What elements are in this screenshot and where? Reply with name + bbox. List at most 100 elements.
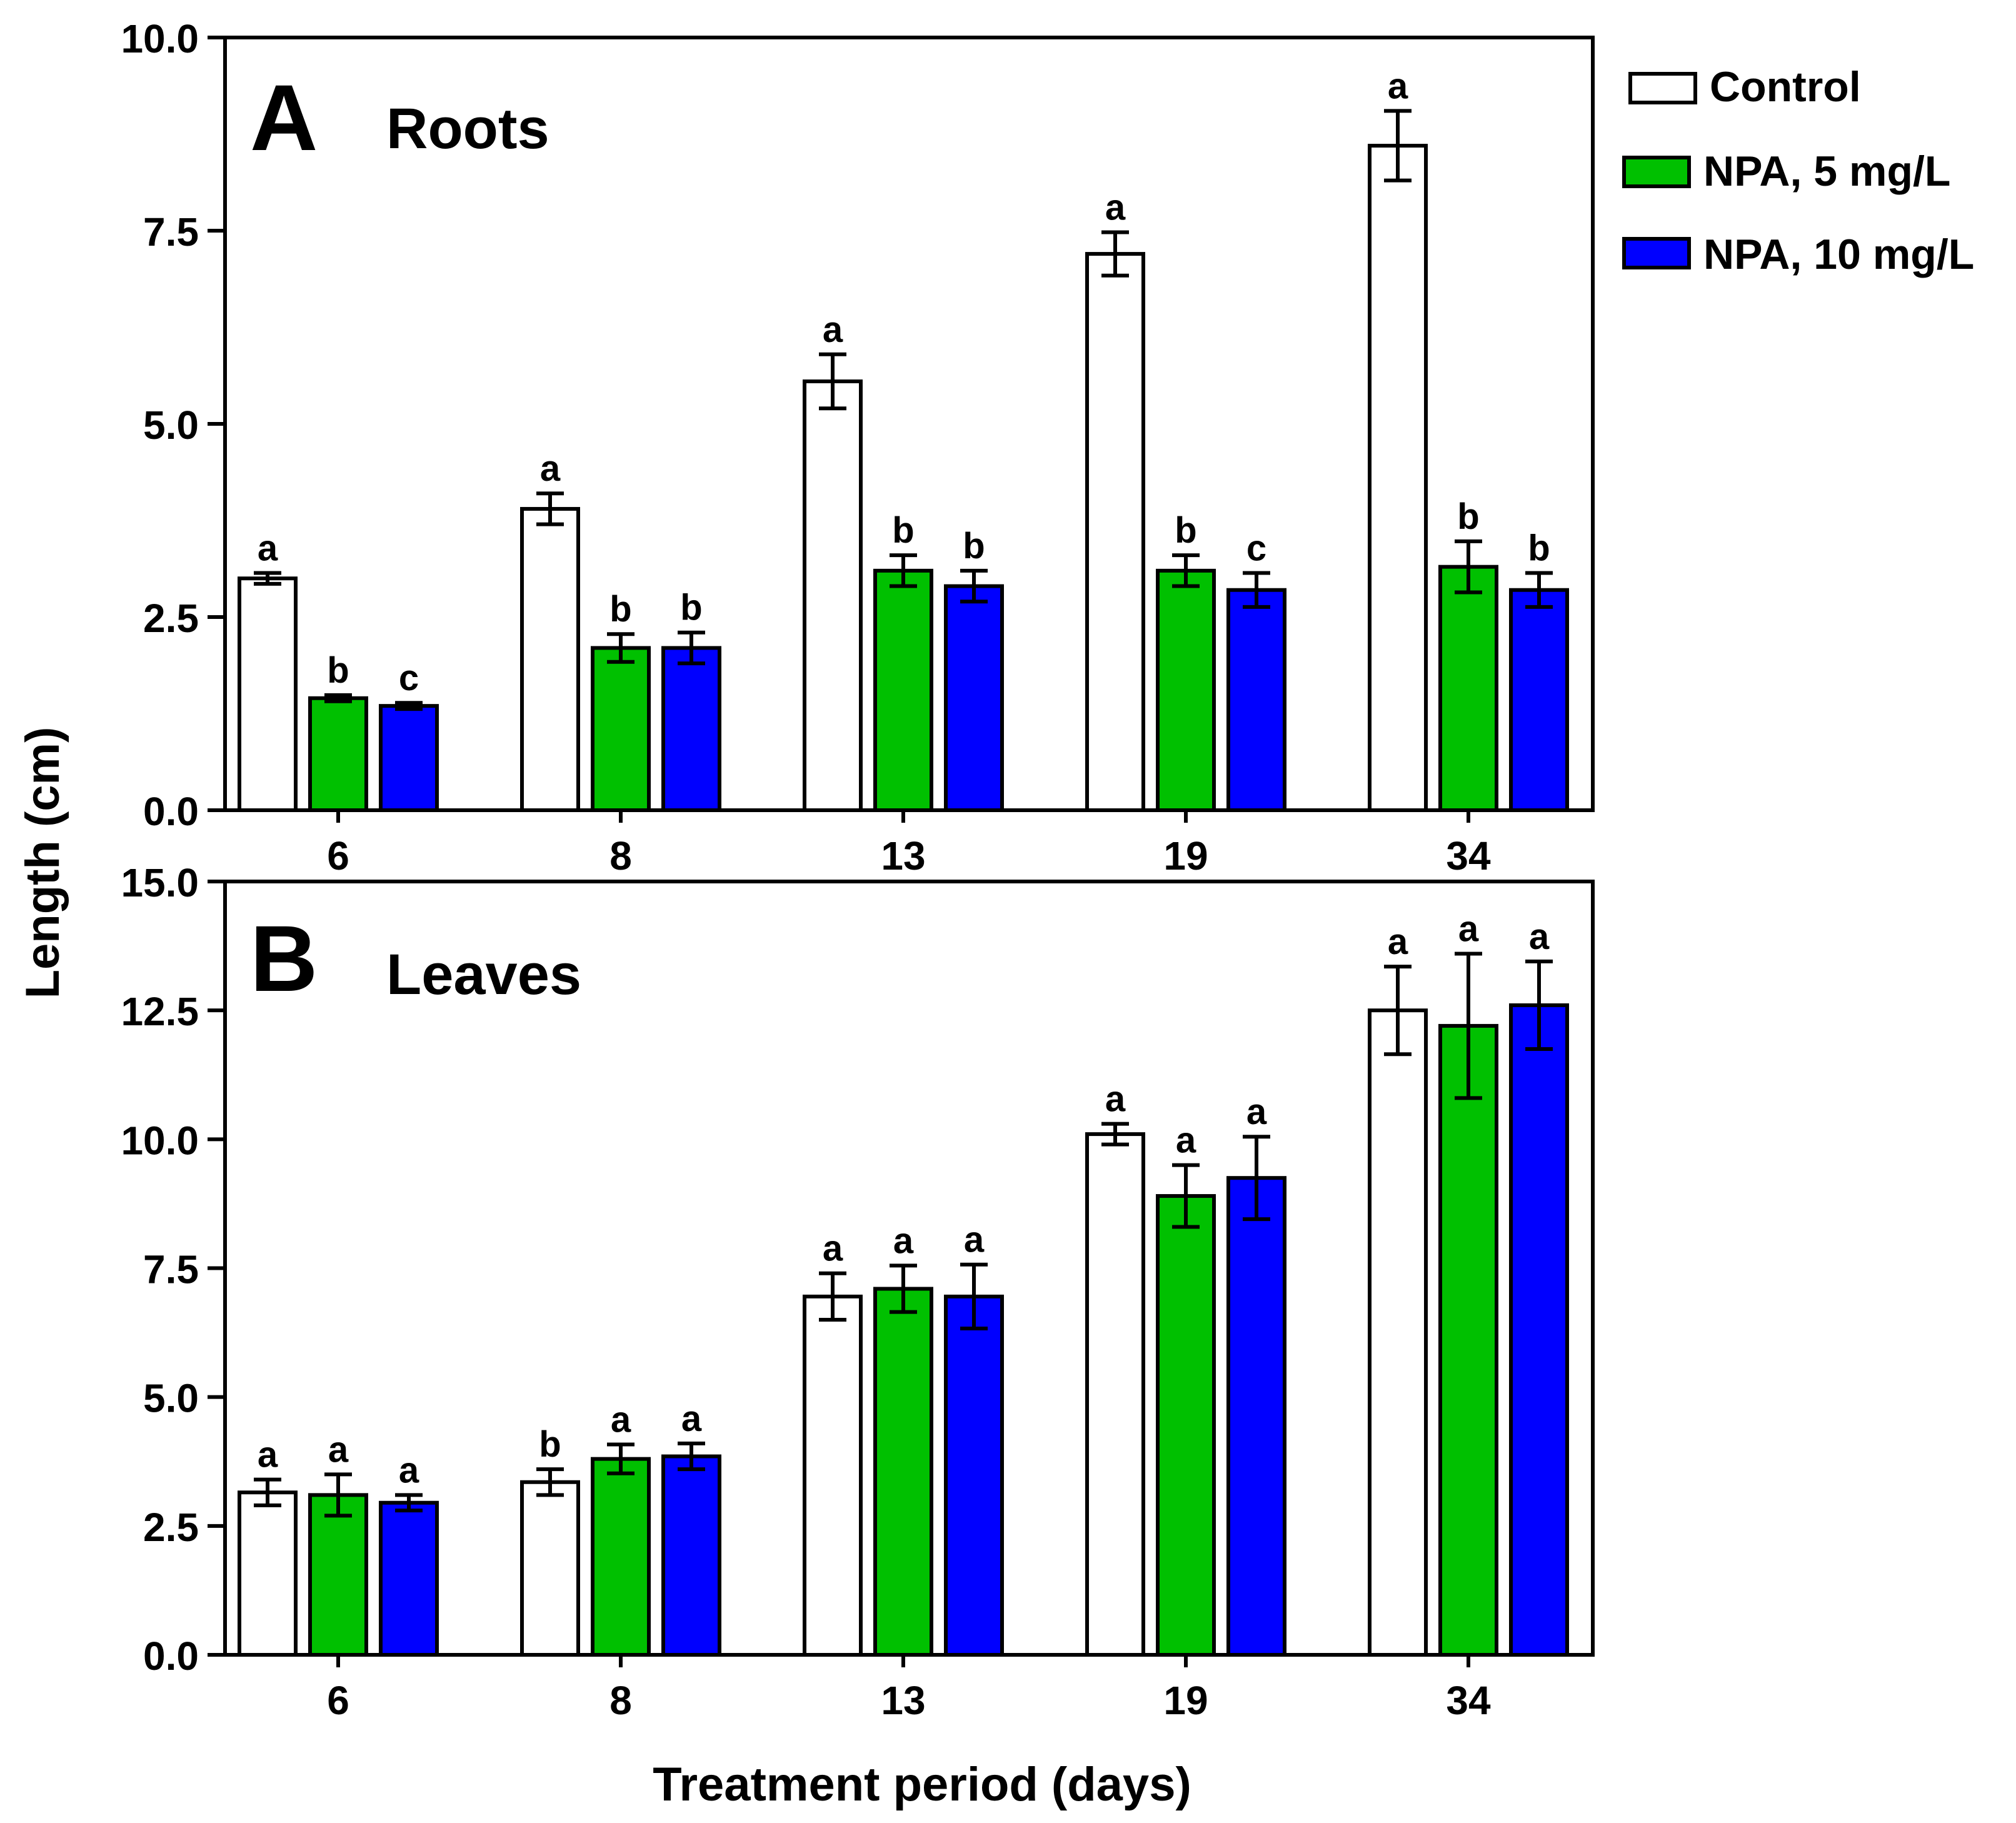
panel-a-y-tick-label: 7.5 bbox=[143, 209, 199, 254]
panel-b-significance-letter: a bbox=[611, 1400, 631, 1440]
panel-a-bar-npa-10[interactable] bbox=[379, 704, 439, 813]
y-axis-label: Length (cm) bbox=[16, 727, 69, 999]
panel-b-bar-control[interactable] bbox=[520, 1480, 580, 1657]
panel-b-error-bar-npa-10 bbox=[395, 1493, 423, 1513]
panel-a-significance-letter: b bbox=[892, 510, 914, 551]
panel-a-significance-letter: a bbox=[258, 528, 278, 569]
panel-a-roots: A Roots 0.0 2.5 5.0 7.5 10.0 6 8 13 19 34 a a a a a b b b… bbox=[121, 16, 1595, 878]
panel-b-error-bar-npa-5 bbox=[324, 1472, 352, 1518]
panel-a-bar-npa-5[interactable] bbox=[1438, 565, 1498, 812]
panel-a-error-bar-control bbox=[1101, 230, 1129, 278]
x-axis-label: Treatment period (days) bbox=[653, 1758, 1191, 1811]
panel-a-bar-npa-10[interactable] bbox=[1509, 588, 1569, 812]
panel-b-bar-npa-5[interactable] bbox=[1156, 1194, 1216, 1657]
panel-b-error-bar-npa-5 bbox=[1455, 952, 1482, 1100]
panel-b-error-bar-control bbox=[1384, 965, 1412, 1057]
panel-b-significance-letter: a bbox=[893, 1220, 914, 1261]
panel-b-significance-letter: a bbox=[964, 1220, 985, 1260]
panel-b-letter: B bbox=[250, 906, 318, 1011]
panel-a-bar-npa-5[interactable] bbox=[308, 696, 368, 813]
panel-a-bar-control[interactable] bbox=[238, 576, 298, 812]
panel-a-error-bar-control bbox=[536, 491, 564, 526]
panel-b-bar-npa-5[interactable] bbox=[591, 1457, 651, 1657]
panel-b-bar-npa-5[interactable] bbox=[873, 1287, 933, 1657]
panel-b-bar-npa-5[interactable] bbox=[308, 1493, 368, 1657]
panel-a-bar-control[interactable] bbox=[1368, 144, 1428, 812]
legend-label-control: Control bbox=[1710, 63, 1861, 111]
panel-a-bar-control[interactable] bbox=[1085, 252, 1145, 812]
panel-b-bar-npa-10[interactable] bbox=[1226, 1176, 1286, 1657]
panel-b-error-bar-control bbox=[819, 1271, 846, 1322]
panel-b-error-bar-npa-5 bbox=[1172, 1163, 1200, 1229]
panel-b-error-bar-control bbox=[1101, 1122, 1129, 1147]
panel-b-x-tick-label: 19 bbox=[1163, 1678, 1208, 1723]
legend-swatch-npa-10 bbox=[1622, 237, 1691, 269]
panel-a-y-tick-label: 2.5 bbox=[143, 596, 199, 641]
panel-b-error-bar-npa-10 bbox=[960, 1262, 988, 1330]
panel-a-significance-letter: a bbox=[823, 309, 843, 350]
panel-a-title: Roots bbox=[386, 97, 549, 161]
panel-b-error-bar-npa-5 bbox=[890, 1263, 917, 1314]
panel-b-y-tick-label: 15.0 bbox=[121, 860, 199, 905]
panel-b-bar-npa-5[interactable] bbox=[1438, 1023, 1498, 1657]
panel-b-error-bar-npa-5 bbox=[607, 1442, 634, 1475]
panel-a-bar-control[interactable] bbox=[803, 379, 863, 812]
panel-b-error-bar-npa-10 bbox=[1525, 959, 1553, 1052]
panel-a-significance-letter: b bbox=[963, 526, 985, 566]
panel-b-significance-letter: a bbox=[1529, 917, 1550, 957]
legend-item-control[interactable]: Control bbox=[1628, 63, 1861, 111]
panel-b-bar-npa-10[interactable] bbox=[1509, 1003, 1569, 1657]
panel-a-error-bar-npa-10 bbox=[395, 701, 423, 711]
legend-swatch-npa-5 bbox=[1622, 156, 1691, 188]
panel-a-bar-npa-5[interactable] bbox=[873, 568, 933, 813]
panel-a-error-bar-control bbox=[819, 352, 846, 411]
panel-a-significance-letter: c bbox=[1246, 528, 1266, 569]
panel-a-y-tick-label: 0.0 bbox=[143, 789, 199, 834]
panel-b-significance-letter: b bbox=[539, 1424, 561, 1465]
legend-item-npa-10[interactable]: NPA, 10 mg/L bbox=[1622, 231, 1974, 278]
legend-item-npa-5[interactable]: NPA, 5 mg/L bbox=[1622, 148, 1950, 195]
panel-a-x-tick-label: 13 bbox=[881, 833, 925, 878]
panel-a-error-bar-control bbox=[254, 571, 281, 586]
panel-b-error-bar-control bbox=[254, 1477, 281, 1507]
panel-a-bar-npa-10[interactable] bbox=[661, 646, 721, 812]
panel-a-bar-npa-10[interactable] bbox=[944, 584, 1004, 812]
panel-b-bar-npa-10[interactable] bbox=[944, 1294, 1004, 1657]
panel-b-leaves: B Leaves 0.0 2.5 5.0 7.5 10.0 12.5 15.0 6 8 13 19 3… bbox=[121, 860, 1595, 1723]
panel-b-y-tick-label: 12.5 bbox=[121, 989, 199, 1034]
panel-b-bar-control[interactable] bbox=[803, 1294, 863, 1657]
legend: Control NPA, 5 mg/L NPA, 10 mg/L bbox=[1622, 63, 1974, 278]
panel-a-x-tick-label: 19 bbox=[1163, 833, 1208, 878]
panel-a-bar-control[interactable] bbox=[520, 506, 580, 813]
panel-b-significance-letter: a bbox=[1388, 922, 1408, 962]
panel-b-significance-letter: a bbox=[258, 1435, 278, 1475]
panel-a-bar-npa-10[interactable] bbox=[1226, 588, 1286, 812]
panel-b-bar-npa-10[interactable] bbox=[379, 1500, 439, 1657]
panel-a-error-bar-control bbox=[1384, 109, 1412, 183]
panel-a-significance-letter: b bbox=[680, 588, 702, 628]
panel-b-x-tick-label: 34 bbox=[1446, 1678, 1491, 1723]
panel-b-x-tick-label: 13 bbox=[881, 1678, 925, 1723]
panel-b-error-bar-npa-10 bbox=[1243, 1135, 1270, 1222]
panel-a-significance-letter: b bbox=[1175, 510, 1196, 551]
panel-b-bar-control[interactable] bbox=[1085, 1132, 1145, 1657]
panel-a-significance-letter: b bbox=[327, 650, 349, 691]
panel-b-bar-control[interactable] bbox=[1368, 1008, 1428, 1657]
panel-b-y-tick-label: 7.5 bbox=[143, 1247, 199, 1292]
panel-a-error-bar-npa-10 bbox=[960, 568, 988, 604]
panel-a-y-tick-label: 10.0 bbox=[121, 16, 199, 61]
panel-b-y-tick-label: 0.0 bbox=[143, 1634, 199, 1679]
panel-b-bar-npa-10[interactable] bbox=[661, 1454, 721, 1657]
panel-a-x-tick-label: 8 bbox=[609, 833, 632, 878]
panel-b-title: Leaves bbox=[386, 943, 581, 1007]
panel-b-bar-control[interactable] bbox=[238, 1490, 298, 1657]
panel-a-error-bar-npa-10 bbox=[1525, 571, 1553, 609]
panel-a-error-bar-npa-10 bbox=[678, 630, 705, 666]
panel-b-significance-letter: a bbox=[681, 1399, 702, 1439]
panel-a-letter: A bbox=[250, 65, 318, 170]
panel-a-error-bar-npa-5 bbox=[324, 693, 352, 703]
panel-a-bar-npa-5[interactable] bbox=[1156, 568, 1216, 813]
panel-a-bar-npa-5[interactable] bbox=[591, 646, 651, 812]
panel-b-y-tick-label: 2.5 bbox=[143, 1505, 199, 1550]
